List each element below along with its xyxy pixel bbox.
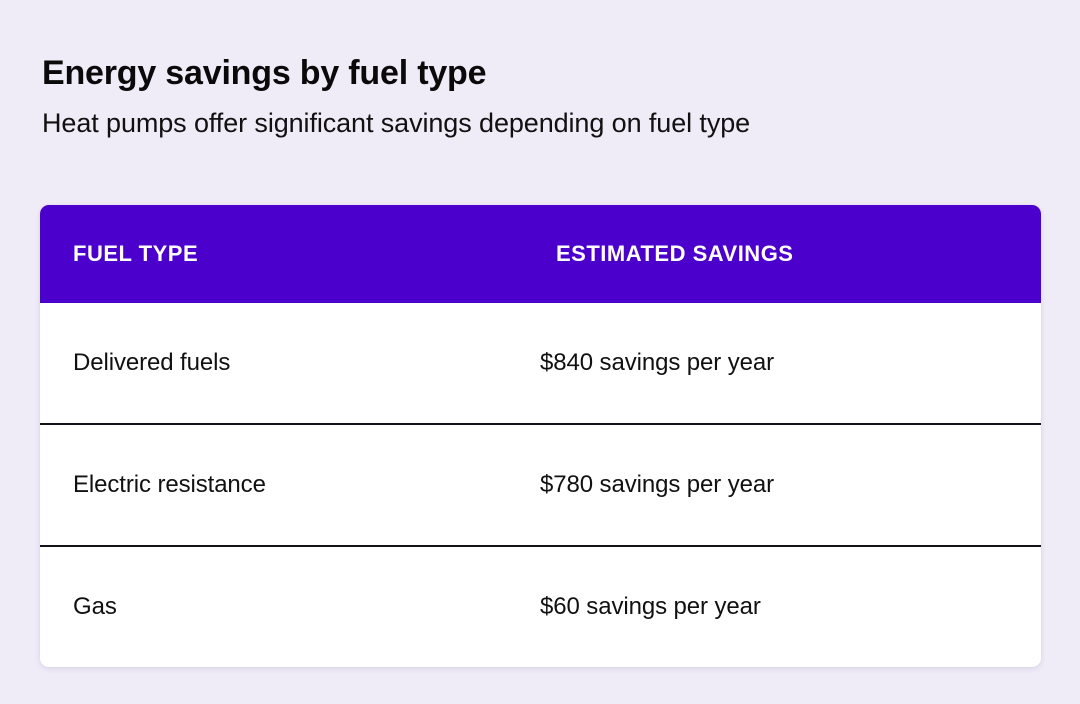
cell-fuel-type: Gas	[40, 546, 540, 667]
heading-block: Energy savings by fuel type Heat pumps o…	[42, 52, 1042, 140]
savings-table-card: FUEL TYPE ESTIMATED SAVINGS Delivered fu…	[40, 205, 1041, 667]
cell-estimated-savings: $780 savings per year	[540, 424, 1041, 547]
savings-table: FUEL TYPE ESTIMATED SAVINGS Delivered fu…	[40, 205, 1041, 667]
cell-estimated-savings: $840 savings per year	[540, 303, 1041, 425]
column-header-fuel-type: FUEL TYPE	[40, 205, 540, 303]
cell-fuel-type: Delivered fuels	[40, 303, 540, 425]
cell-estimated-savings: $60 savings per year	[540, 546, 1041, 667]
page-title: Energy savings by fuel type	[42, 54, 487, 92]
table-row: Gas $60 savings per year	[40, 546, 1041, 667]
column-header-estimated-savings: ESTIMATED SAVINGS	[540, 205, 1041, 303]
table-header-row: FUEL TYPE ESTIMATED SAVINGS	[40, 205, 1041, 303]
cell-fuel-type: Electric resistance	[40, 424, 540, 547]
table-body: Delivered fuels $840 savings per year El…	[40, 303, 1041, 667]
table-row: Electric resistance $780 savings per yea…	[40, 424, 1041, 547]
page-subtitle: Heat pumps offer significant savings dep…	[42, 108, 751, 138]
table-row: Delivered fuels $840 savings per year	[40, 303, 1041, 425]
table-header: FUEL TYPE ESTIMATED SAVINGS	[40, 205, 1041, 303]
